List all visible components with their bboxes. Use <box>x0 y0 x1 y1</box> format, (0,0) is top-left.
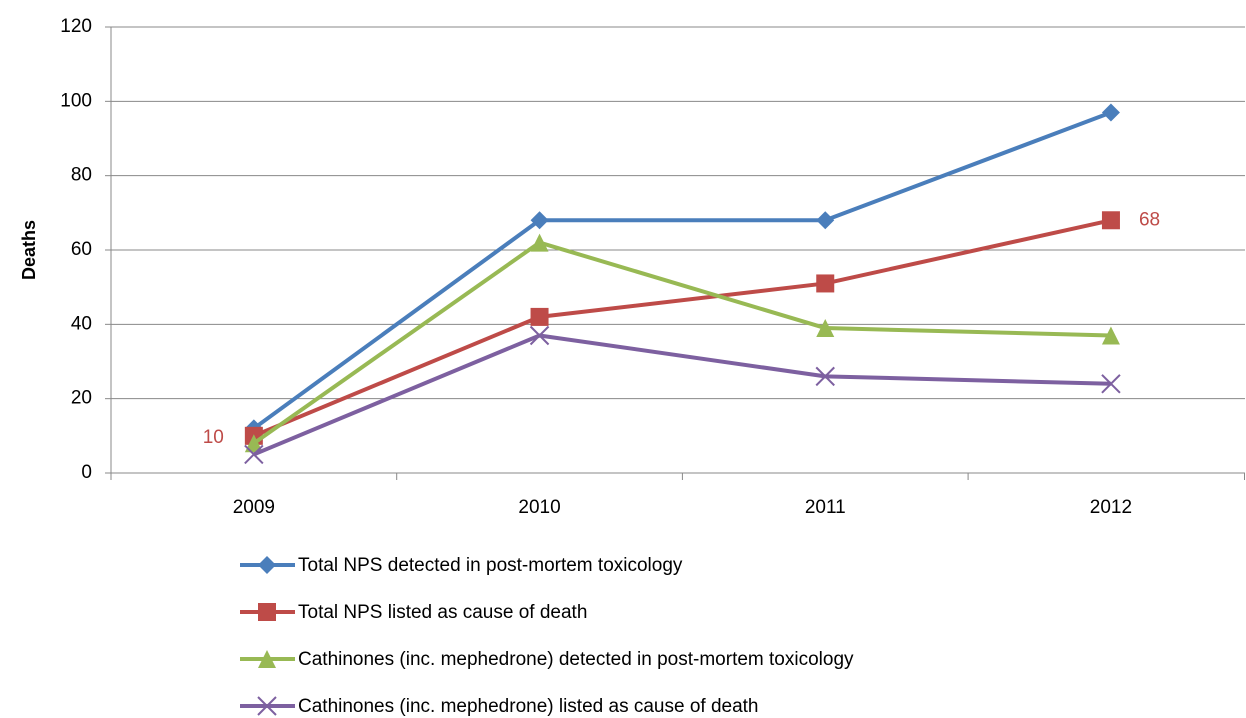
marker <box>1101 211 1120 230</box>
marker <box>244 444 264 465</box>
y-tick-label: 60 <box>71 239 92 260</box>
data-label: 68 <box>1139 209 1160 230</box>
marker <box>530 211 549 230</box>
marker <box>244 434 263 453</box>
legend-marker <box>258 556 276 574</box>
legend-label: Total NPS detected in post-mortem toxico… <box>298 555 683 576</box>
y-tick-label: 120 <box>60 16 92 37</box>
x-tick-label: 2011 <box>805 497 846 518</box>
marker <box>529 325 550 346</box>
marker <box>816 319 835 338</box>
series-line <box>253 218 1112 438</box>
marker <box>815 366 835 387</box>
legend-marker <box>257 696 277 716</box>
x-tick-label: 2010 <box>518 497 560 518</box>
legend-label: Cathinones (inc. mephedrone) detected in… <box>298 649 854 670</box>
data-label: 10 <box>203 427 224 448</box>
marker <box>1101 326 1120 345</box>
y-tick-label: 80 <box>71 165 92 186</box>
y-tick-label: 20 <box>71 388 92 409</box>
y-tick-label: 40 <box>71 313 92 334</box>
marker <box>816 274 835 293</box>
x-tick-label: 2012 <box>1090 497 1132 518</box>
marker <box>816 211 835 230</box>
series-line <box>252 240 1112 445</box>
marker <box>530 307 549 326</box>
y-tick-label: 0 <box>81 462 92 483</box>
y-tick-label: 100 <box>60 90 92 111</box>
legend-marker <box>258 650 276 668</box>
series-line <box>253 333 1112 457</box>
marker <box>1101 374 1121 394</box>
marker <box>1101 103 1120 122</box>
legend-marker <box>258 603 276 621</box>
legend-label: Total NPS listed as cause of death <box>298 602 587 623</box>
series-line <box>252 110 1112 431</box>
y-axis-label: Deaths <box>19 220 39 280</box>
x-tick-label: 2009 <box>233 497 275 518</box>
marker <box>530 233 549 252</box>
legend-label: Cathinones (inc. mephedrone) listed as c… <box>298 696 759 717</box>
